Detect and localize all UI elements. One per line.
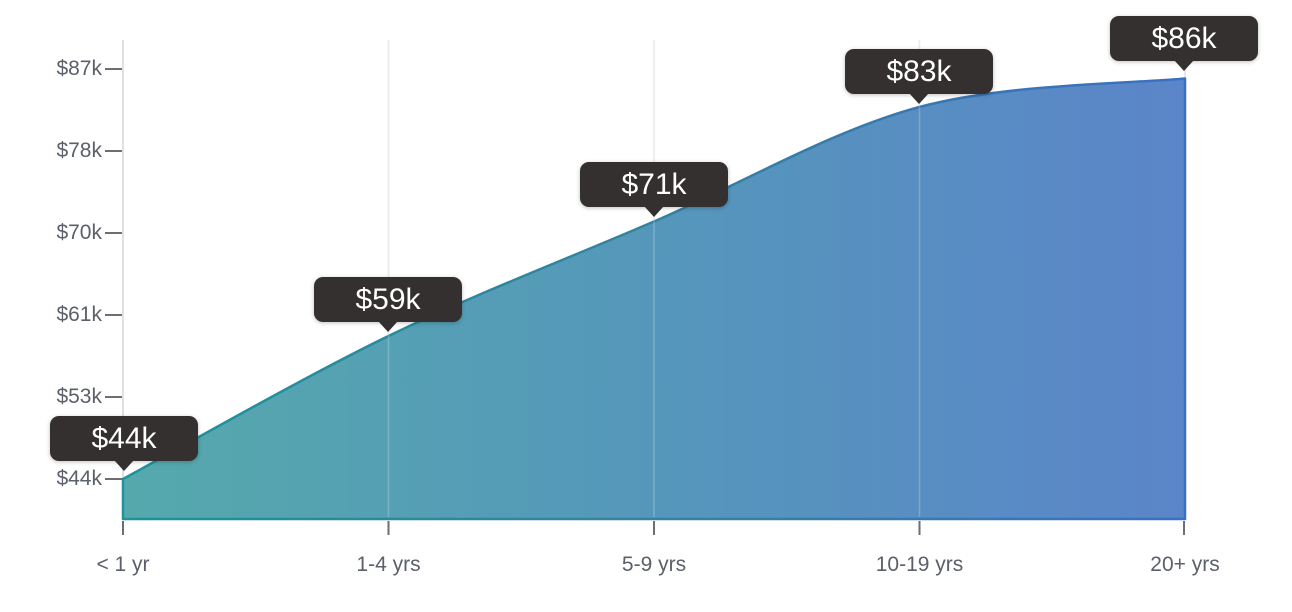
tooltip-value-20plus-yrs: $86k	[1110, 16, 1258, 71]
x-axis-label: 1-4 yrs	[356, 553, 421, 576]
y-axis-label: $70k	[56, 221, 102, 244]
tooltip-value-lt1yr: $44k	[50, 416, 198, 471]
y-axis-label: $78k	[56, 139, 102, 162]
x-axis-label: 20+ yrs	[1150, 553, 1220, 576]
tooltip-value-5-9yrs: $71k	[580, 162, 728, 217]
y-axis-ticks	[105, 68, 122, 480]
x-axis-label: 10-19 yrs	[875, 553, 964, 576]
tooltip-value-10-19yrs: $83k	[845, 49, 993, 104]
x-axis-ticks	[122, 521, 1185, 535]
x-axis-label: 5-9 yrs	[621, 553, 687, 576]
salary-area-series[interactable]	[121, 77, 1187, 521]
y-axis-label: $61k	[56, 303, 102, 326]
x-axis-label: < 1 yr	[96, 553, 150, 576]
y-axis-label: $44k	[56, 467, 102, 490]
y-axis-label: $53k	[56, 385, 102, 408]
y-axis-label: $87k	[56, 57, 102, 80]
tooltip-value-1-4yrs: $59k	[314, 277, 462, 332]
